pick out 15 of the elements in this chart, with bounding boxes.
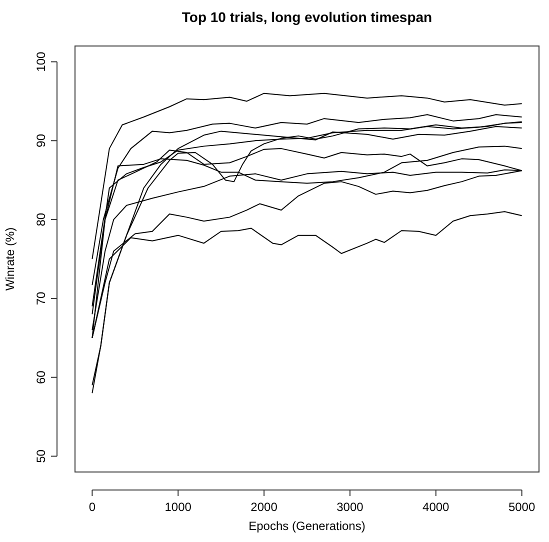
y-tick-label: 60 (34, 370, 48, 384)
x-tick-label: 1000 (164, 500, 192, 514)
y-tick-label: 50 (34, 449, 48, 463)
y-tick-label: 90 (34, 134, 48, 148)
x-tick-label: 0 (88, 500, 96, 514)
x-tick-label: 2000 (250, 500, 278, 514)
x-axis-title: Epochs (Generations) (248, 519, 366, 533)
x-tick-label: 3000 (336, 500, 364, 514)
x-tick-label: 5000 (508, 500, 536, 514)
x-tick-label: 4000 (422, 500, 450, 514)
chart-title: Top 10 trials, long evolution timespan (182, 9, 432, 25)
y-tick-label: 100 (34, 51, 48, 72)
y-axis-title: Winrate (%) (3, 227, 17, 291)
y-tick-label: 80 (34, 212, 48, 226)
y-tick-label: 70 (34, 291, 48, 306)
